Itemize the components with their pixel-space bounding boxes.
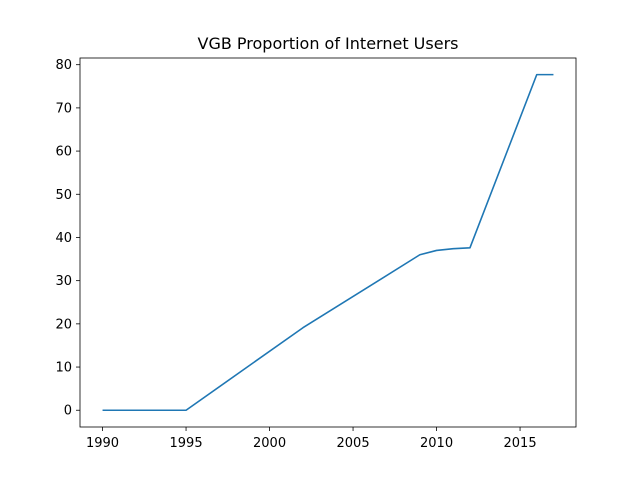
x-tick-label: 1990	[86, 436, 119, 451]
axes-layer: 1990 1995 2000 2005 2010 2015 0 10 20 30 40 50 60 70 8…	[55, 57, 577, 451]
y-tick-label: 40	[55, 231, 72, 246]
y-tick-label: 80	[55, 58, 72, 73]
y-tick-label: 50	[55, 188, 72, 203]
y-tick-label: 60	[55, 145, 72, 160]
series-line-0	[102, 73, 554, 412]
x-tick-label: 2005	[337, 436, 370, 451]
x-tick-label: 1995	[170, 436, 203, 451]
x-tick-label: 2000	[253, 436, 286, 451]
y-tick-label: 0	[64, 404, 72, 419]
x-tick-label: 2010	[420, 436, 453, 451]
series-layer	[102, 73, 554, 412]
x-tick-label: 2015	[504, 436, 537, 451]
y-tick-label: 20	[55, 317, 72, 332]
y-tick-label: 30	[55, 274, 72, 289]
y-tick-label: 70	[55, 101, 72, 116]
y-tick-label: 10	[55, 361, 72, 376]
chart-title: VGB Proportion of Internet Users	[198, 34, 459, 53]
axes-frame	[79, 57, 577, 428]
